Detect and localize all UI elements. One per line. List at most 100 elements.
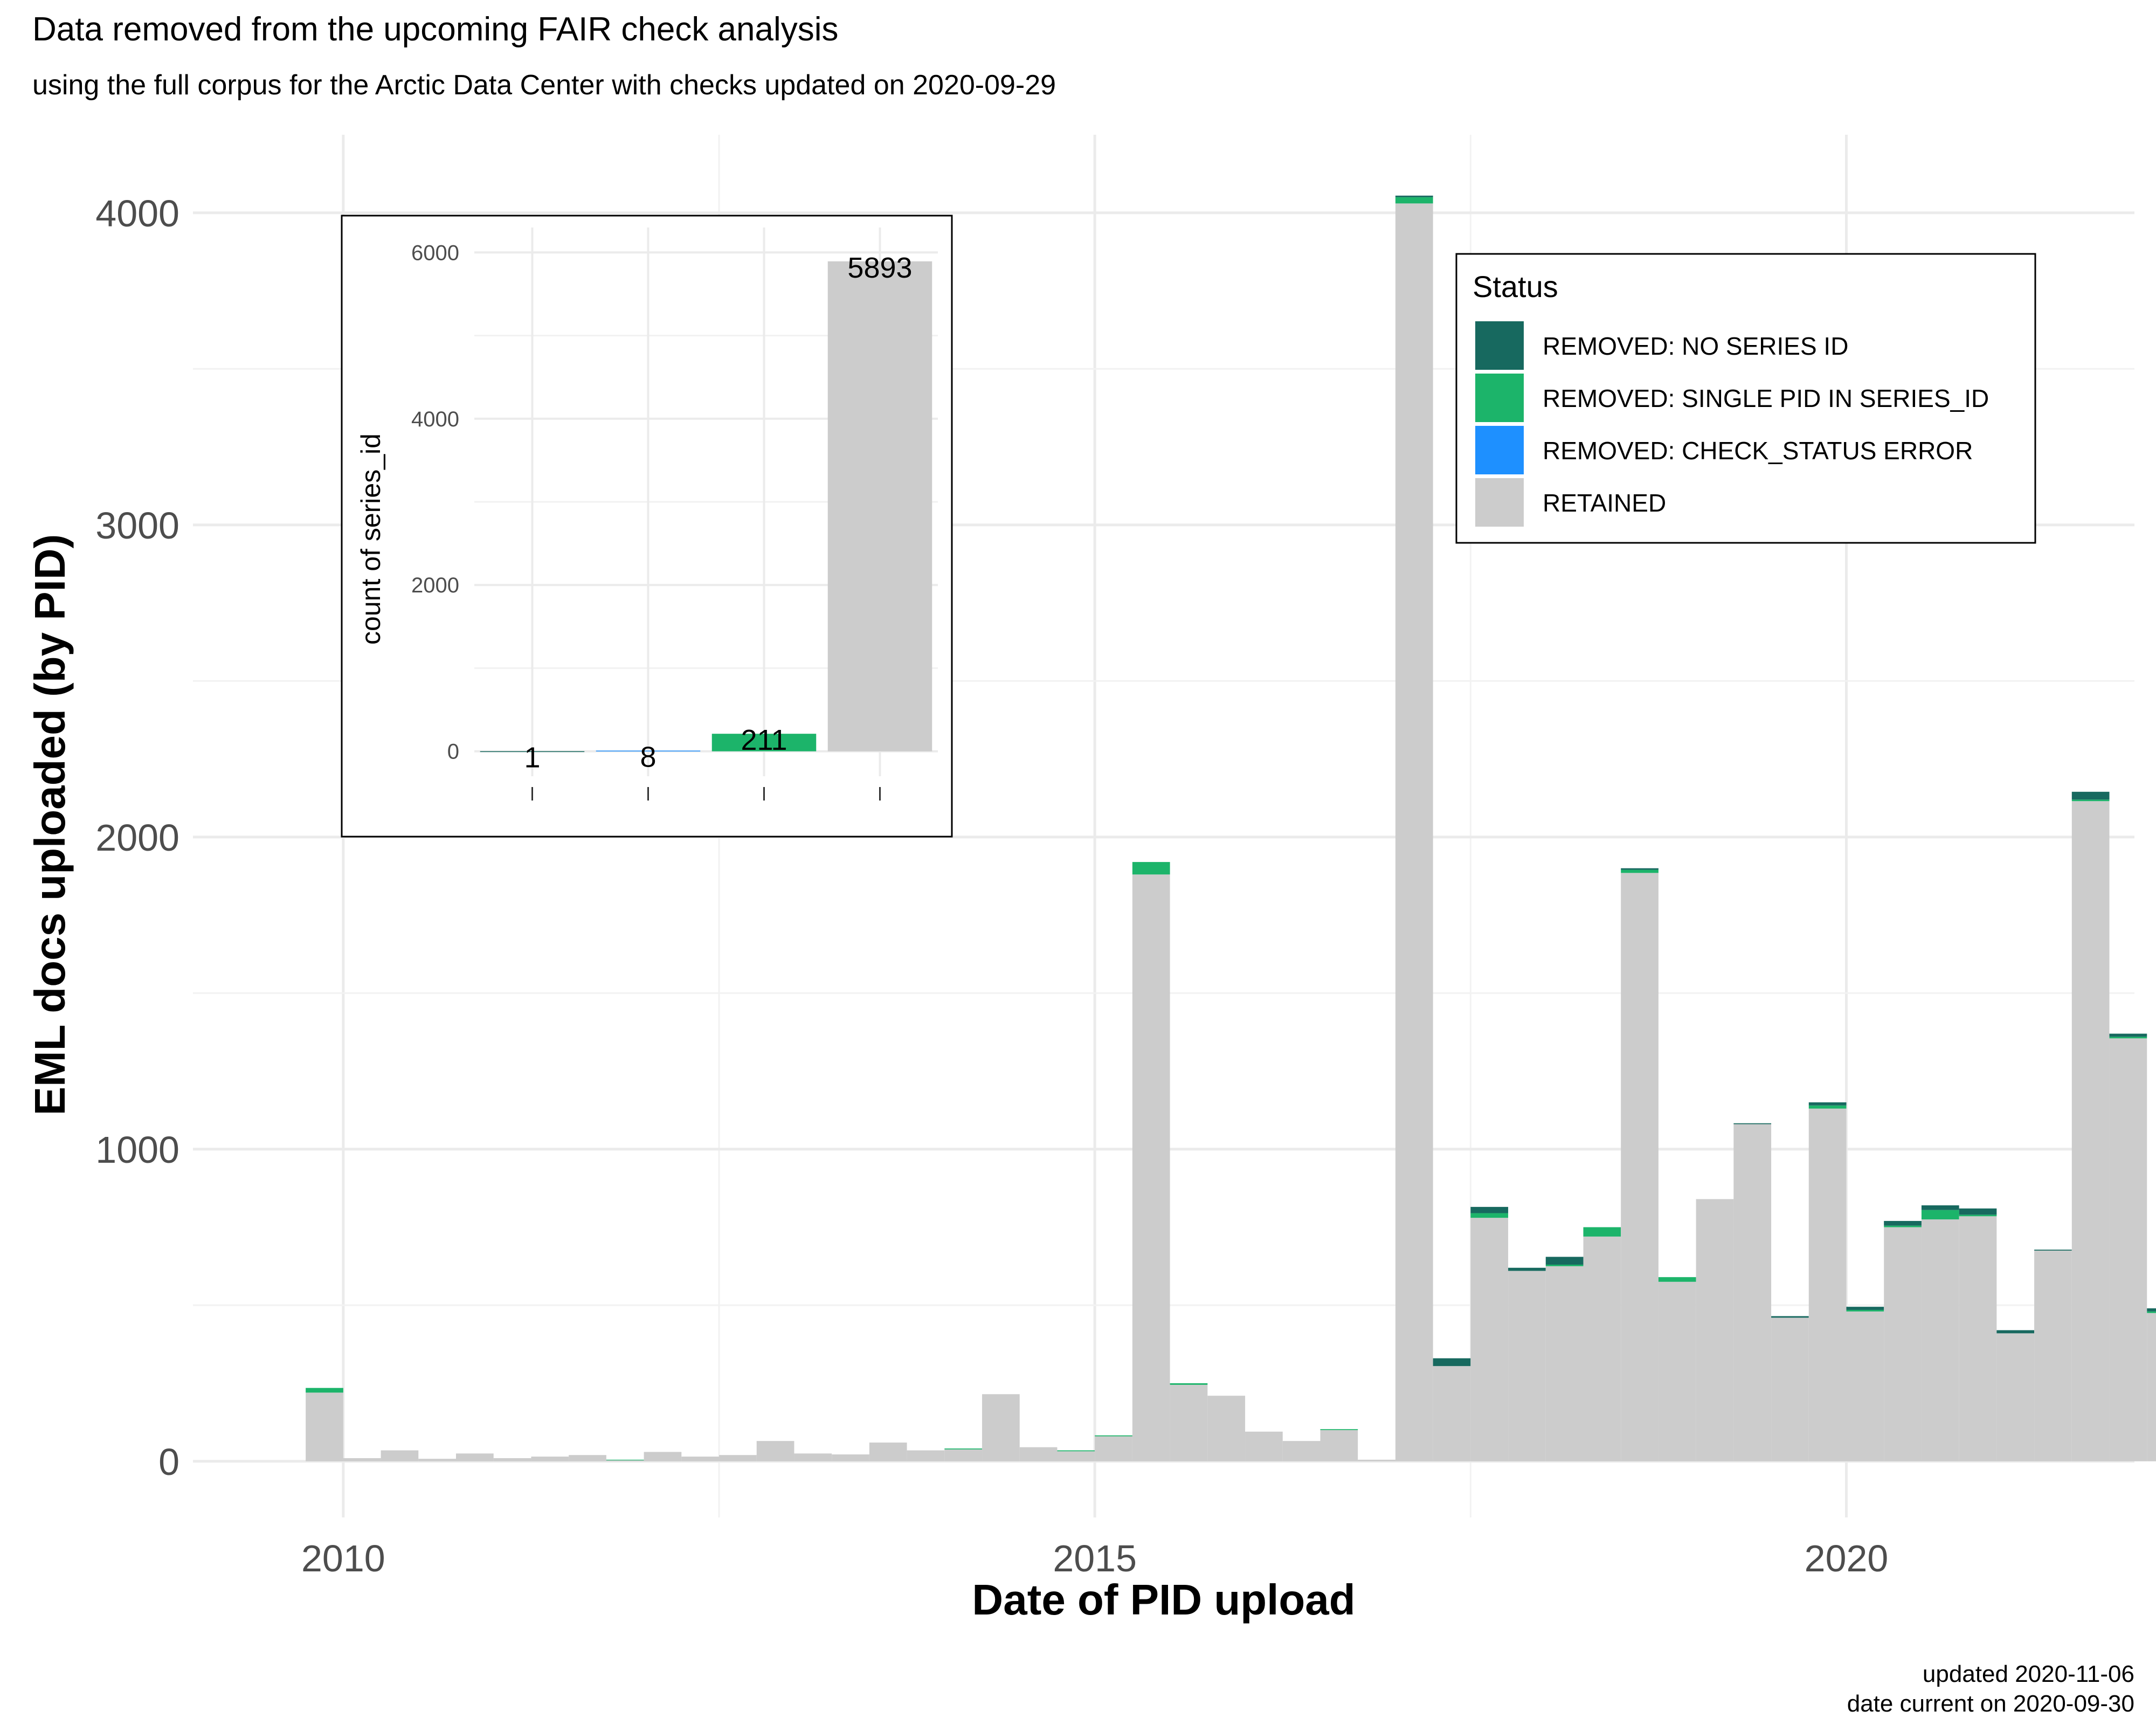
bar-segment [2109,1038,2147,1461]
bar-segment [1884,1227,1922,1461]
bar-segment [2109,1033,2147,1037]
bar-segment [907,1450,945,1461]
bar-segment [1884,1225,1922,1227]
bar-segment [644,1452,682,1461]
bar-segment [1132,862,1170,875]
bar-segment [1170,1384,1208,1461]
bar-segment [2147,1311,2156,1313]
bar-segment [1545,1257,1584,1265]
bar-segment [1207,1396,1246,1461]
inset-y-tick-label: 0 [447,740,459,764]
bar-segment [2109,1037,2147,1039]
x-tick-label: 2010 [301,1537,385,1579]
bar-segment [1095,1436,1132,1461]
y-axis-label: EML docs uploaded (by PID) [26,534,74,1116]
bar-segment [306,1388,343,1393]
bar-segment [1470,1213,1509,1218]
bar-segment [569,1455,606,1461]
legend-entry-label: REMOVED: NO SERIES ID [1543,332,1848,360]
bar-segment [1433,1358,1471,1367]
bar-segment [1358,1459,1395,1461]
bar-segment [1508,1267,1546,1271]
chart-subtitle: using the full corpus for the Arctic Dat… [32,70,1056,101]
bar-segment [1921,1205,1959,1210]
bar-segment [2071,791,2110,800]
bar-segment [1808,1105,1847,1109]
caption-current: date current on 2020-09-30 [1847,1690,2134,1717]
bar-segment [1996,1333,2035,1461]
y-tick-label: 4000 [95,192,179,234]
legend-entry-label: RETAINED [1543,489,1666,517]
bar-segment [719,1455,757,1461]
bar-segment [456,1453,494,1461]
y-tick-label: 1000 [95,1129,179,1171]
inset-bar-label: 5893 [847,252,912,284]
bar-segment [1320,1429,1358,1430]
bar-segment [1057,1450,1095,1452]
bar-segment [1771,1317,1809,1461]
bar-segment [1959,1216,1997,1461]
legend-swatch [1475,426,1524,474]
bar-segment [1545,1265,1584,1266]
bar-segment [1395,197,1433,204]
bar-segment [1282,1441,1321,1461]
bar-segment [1470,1218,1509,1461]
bar-segment [343,1458,381,1461]
bar-segment [1095,1435,1132,1437]
bar-segment [1583,1236,1621,1461]
bar-segment [944,1448,983,1450]
y-tick-label: 0 [158,1441,179,1483]
bar-segment [869,1443,907,1461]
bar-segment [1996,1330,2035,1334]
bar-segment [1733,1124,1772,1461]
bar-segment [2034,1250,2072,1461]
bar-segment [1583,1227,1621,1237]
bar-segment [1019,1447,1058,1461]
x-tick-label: 2015 [1053,1537,1137,1579]
bar-segment [2147,1308,2156,1312]
bar-segment [1846,1311,1884,1461]
bar-segment [2071,801,2110,1461]
bar-segment [1884,1220,1922,1226]
bar-segment [2071,799,2110,802]
bar-segment [1621,870,1659,873]
inset-y-tick-label: 6000 [411,241,459,265]
bar-segment [1733,1123,1772,1124]
bar-segment [1658,1281,1696,1461]
inset-chart: 1 8 211 5893 0 2000 4000 6000 count of series_id [341,215,953,838]
bar-segment [2034,1250,2072,1251]
legend-entry-label: REMOVED: CHECK_STATUS ERROR [1543,437,1973,465]
inset-y-tick-label: 2000 [411,574,459,597]
bar-segment [306,1392,343,1461]
bar-segment [1545,1266,1584,1461]
bar-segment [1808,1102,1847,1106]
bar-segment [1921,1210,1959,1220]
bar-segment [1921,1219,1959,1461]
inset-bar [827,261,932,751]
bar-segment [832,1454,869,1461]
bar-segment [982,1394,1020,1461]
bar-segment [1846,1309,1884,1312]
legend: Status REMOVED: NO SERIES ID REMOVED: SING… [1455,253,2036,544]
legend-frame [1455,253,2036,544]
axes: 2010 2015 2020 0 1000 2000 3000 4000 [95,192,1888,1579]
bar-segment [681,1457,720,1461]
chart-title: Data removed from the upcoming FAIR chec… [32,11,839,48]
bar-segment [756,1441,794,1461]
legend-swatch [1475,478,1524,527]
bar-segment [531,1457,569,1461]
inset-bar-label: 8 [640,741,656,773]
bar-segment [1057,1451,1095,1461]
bar-segment [1170,1383,1208,1385]
bar-segment [794,1453,832,1461]
bar-segment [1771,1316,1809,1318]
bar-segment [1433,1366,1471,1461]
bar-segment [1696,1199,1734,1461]
bar-segment [1395,195,1433,197]
legend-entry-label: REMOVED: SINGLE PID IN SERIES_ID [1543,384,1989,412]
inset-y-axis-label: count of series_id [356,433,386,645]
bar-segment [2147,1313,2156,1461]
bar-segment [1470,1206,1509,1213]
bar-segment [1621,873,1659,1461]
